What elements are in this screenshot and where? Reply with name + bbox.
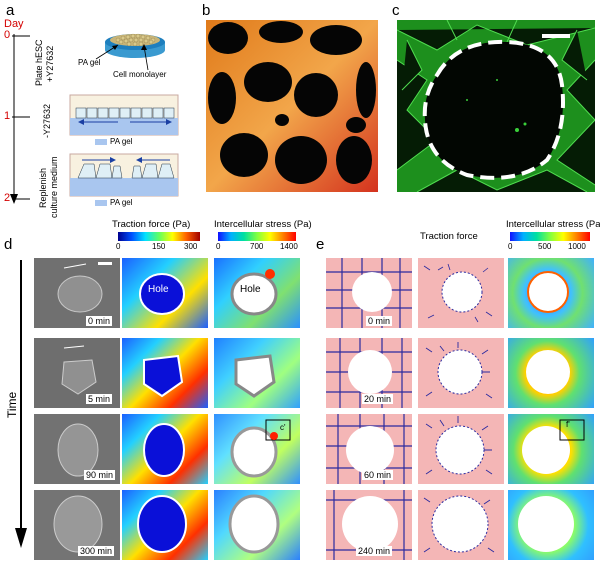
d-traction-3 <box>122 490 208 560</box>
d-time-2: 90 min <box>84 470 116 480</box>
e-time-2: 60 min <box>362 470 394 480</box>
e-stress-title: Intercellular stress (Pa) <box>506 219 600 230</box>
e-stress-2 <box>508 414 594 484</box>
d-traction-colorbar <box>118 232 200 241</box>
time-arrow <box>15 260 27 548</box>
step1-line1: Plate hESC <box>34 39 44 86</box>
d-traction-1 <box>122 338 208 408</box>
d-phase-0 <box>34 258 120 328</box>
e-traction-0 <box>418 258 504 328</box>
e-traction-1 <box>418 338 504 408</box>
e-stress-tick-2: 1000 <box>568 242 586 251</box>
d-time-1: 5 min <box>86 394 113 404</box>
step3-line2: culture medium <box>49 156 59 218</box>
d-stress-tick-1: 700 <box>250 242 264 251</box>
d-traction-0 <box>122 258 208 328</box>
d-traction-tick-2: 300 <box>184 242 198 251</box>
panel-letter-a: a <box>6 2 15 19</box>
d-traction-tick-1: 150 <box>152 242 166 251</box>
e-stress-tick-1: 500 <box>538 242 552 251</box>
time-axis-label: Time <box>5 389 19 420</box>
panel-letter-d: d <box>4 236 13 253</box>
e-mesh-2 <box>326 414 412 484</box>
step2-label: -Y27632 <box>42 103 52 138</box>
d-stress-colorbar <box>218 232 296 241</box>
d-stress-tick-2: 1400 <box>280 242 298 251</box>
d-stress-title: Intercellular stress (Pa) <box>214 219 312 230</box>
legend-pa-gel-1: PA gel <box>110 137 133 146</box>
legend-pa-gel-2: PA gel <box>110 198 133 207</box>
e-traction-title: Traction force <box>420 231 478 242</box>
e-time-0: 0 min <box>366 316 393 326</box>
panel-a-timeline <box>10 33 179 206</box>
d-stress-tick-0: 0 <box>216 242 221 251</box>
d-stress-2 <box>214 414 300 484</box>
e-stress-tick-0: 0 <box>508 242 513 251</box>
e-stress-1 <box>508 338 594 408</box>
panel-c-fluorescence-image <box>397 20 595 192</box>
dish-pa-gel-label: PA gel <box>78 58 101 67</box>
day-label: Day <box>4 18 24 30</box>
d-traction-2 <box>122 414 208 484</box>
day-tick-0: 0 <box>4 29 11 41</box>
e-traction-2 <box>418 414 504 484</box>
e-stress-colorbar <box>510 232 590 241</box>
d-time-0: 0 min <box>86 316 113 326</box>
e-stress-0 <box>508 258 594 328</box>
d-stress-1 <box>214 338 300 408</box>
step1-line2: +Y27632 <box>45 45 55 82</box>
e-inset-label: f' <box>566 420 570 429</box>
d-traction-title: Traction force (Pa) <box>112 219 191 230</box>
dish-cell-monolayer-label: Cell monolayer <box>113 70 167 79</box>
d-stress-3 <box>214 490 300 560</box>
panel-letter-b: b <box>202 2 211 19</box>
d-inset-label: c' <box>280 423 286 432</box>
panel-b-network-image <box>206 20 378 192</box>
e-time-3: 240 min <box>356 546 393 556</box>
e-traction-3 <box>418 490 504 560</box>
d-stress-0 <box>214 258 300 328</box>
day-tick-2: 2 <box>4 192 11 204</box>
panel-letter-c: c <box>392 2 400 19</box>
day-tick-1: 1 <box>4 110 11 122</box>
d-traction-tick-0: 0 <box>116 242 121 251</box>
e-stress-3 <box>508 490 594 560</box>
step3-line1: Replenish <box>38 167 48 208</box>
e-time-1: 20 min <box>362 394 394 404</box>
panel-letter-e: e <box>316 236 325 253</box>
d-hole-label-1: Hole <box>240 284 261 295</box>
d-time-3: 300 min <box>78 546 115 556</box>
d-hole-label-0: Hole <box>148 284 169 295</box>
